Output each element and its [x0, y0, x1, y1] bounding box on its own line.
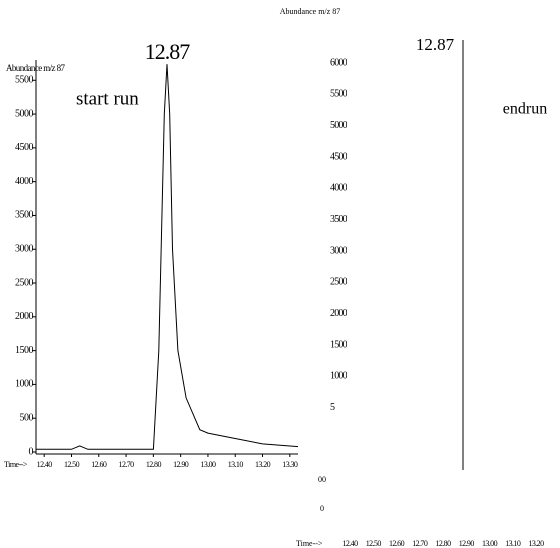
y-tick-label: 2000 — [15, 311, 34, 322]
x-tick-label: 12.40 — [37, 460, 53, 469]
x-tick-label: 12.70 — [412, 539, 428, 548]
y-tick-label: 1500 — [330, 339, 348, 350]
x-tick-label: 12.90 — [173, 460, 189, 469]
y-tick-label: 3000 — [15, 244, 34, 255]
x-tick-label: 13.20 — [528, 539, 544, 548]
x-axis-label: Time--> — [4, 460, 28, 469]
y-tick-label: 3500 — [15, 210, 34, 221]
axis-fragment: 00 — [318, 475, 326, 484]
x-tick-label: 13.10 — [505, 539, 521, 548]
x-tick-label: 12.60 — [91, 460, 107, 469]
peak-label: 12.87 — [145, 39, 191, 64]
x-tick-label: 13.30 — [282, 460, 298, 469]
y-tick-label: 2500 — [330, 277, 348, 288]
peak-label: 12.87 — [416, 35, 455, 54]
y-tick-label: 4000 — [330, 183, 348, 194]
y-tick-label: 2500 — [15, 277, 34, 288]
y-tick-label: 1000 — [15, 379, 34, 390]
y-tick-label: 4000 — [15, 176, 34, 187]
y-tick-label: 4500 — [330, 151, 348, 162]
x-tick-label: 12.80 — [146, 460, 162, 469]
x-tick-label: 12.70 — [119, 460, 135, 469]
start-annotation: start run — [76, 88, 139, 109]
y-tick-label: 3500 — [330, 214, 348, 225]
y-tick-label: 3000 — [330, 245, 348, 256]
x-tick-label: 12.50 — [64, 460, 80, 469]
y-tick-label: 5 — [330, 402, 335, 413]
x-tick-label: 13.00 — [200, 460, 216, 469]
y-tick-label: 5500 — [15, 75, 34, 86]
end-annotation: endrun — [503, 101, 547, 118]
y-tick-label: 1500 — [15, 345, 34, 356]
chart-title: Abundance m/z 87 — [280, 7, 340, 16]
y-tick-label: 4500 — [15, 142, 34, 153]
y-tick-label: 0 — [29, 446, 34, 457]
x-tick-label: 12.40 — [342, 539, 358, 548]
y-tick-label: 5000 — [15, 108, 34, 119]
y-tick-label: 6000 — [330, 57, 348, 68]
signal-line — [36, 64, 299, 450]
y-tick-label: 500 — [20, 413, 34, 424]
x-axis-label: Time--> — [296, 539, 323, 548]
x-tick-label: 12.60 — [389, 539, 405, 548]
x-tick-label: 13.20 — [255, 460, 271, 469]
x-tick-label: 12.80 — [435, 539, 451, 548]
x-tick-label: 12.50 — [366, 539, 382, 548]
y-tick-label: 2000 — [330, 308, 348, 319]
y-tick-label: 5000 — [330, 120, 348, 131]
axis-fragment: 0 — [320, 504, 324, 513]
x-tick-label: 13.10 — [228, 460, 244, 469]
x-tick-label: 12.90 — [459, 539, 475, 548]
x-tick-label: 13.00 — [482, 539, 498, 548]
y-tick-label: 1000 — [330, 371, 348, 382]
y-axis-label: Abundance m/z 87 — [6, 63, 65, 73]
y-tick-label: 5500 — [330, 89, 348, 100]
